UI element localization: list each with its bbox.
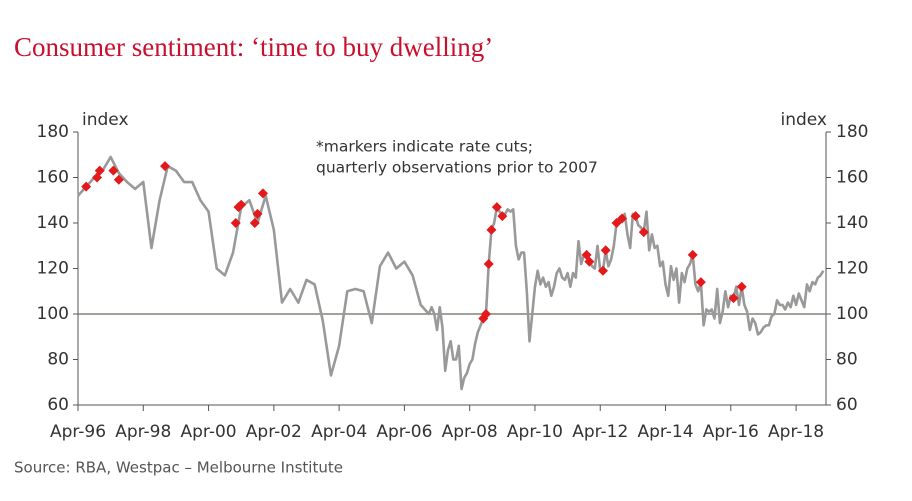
x-tick-label: Apr-10 <box>507 422 563 442</box>
y2-tick-label: 120 <box>836 259 868 279</box>
rate-cut-marker <box>491 202 502 213</box>
rate-cut-marker <box>630 211 641 222</box>
y2-tick-label: 140 <box>836 213 868 233</box>
rate-cut-marker <box>617 213 627 224</box>
x-tick-label: Apr-16 <box>703 422 759 442</box>
rate-cut-marker <box>600 245 611 256</box>
series-line <box>77 155 825 391</box>
y-tick-label: 140 <box>37 213 69 233</box>
y-tick-label: 60 <box>47 395 69 415</box>
chart-title: Consumer sentiment: ‘time to buy dwellin… <box>14 32 493 62</box>
y-tick-label: 180 <box>37 122 69 142</box>
rate-cut-marker <box>113 174 124 185</box>
x-tick-label: Apr-98 <box>115 422 171 442</box>
y-tick-label: 80 <box>47 350 69 370</box>
annotation: *markers indicate rate cuts; <box>316 138 533 156</box>
x-tick-label: Apr-12 <box>572 422 628 442</box>
rate-cut-marker <box>249 218 260 228</box>
x-tick-label: Apr-06 <box>376 422 432 442</box>
rate-cut-marker <box>481 309 491 319</box>
y2-tick-label: 80 <box>836 350 858 370</box>
rate-cut-marker <box>584 256 595 267</box>
rate-cut-marker <box>483 258 494 269</box>
x-tick-label: Apr-14 <box>637 422 693 442</box>
rate-cut-marker <box>497 211 508 222</box>
rate-cut-marker <box>236 199 247 210</box>
x-tick-label: Apr-00 <box>181 422 237 442</box>
y2-tick-label: 180 <box>836 122 868 142</box>
rate-cut-marker <box>108 165 119 176</box>
y-axis-label: index <box>82 110 129 130</box>
rate-cut-marker <box>160 161 171 172</box>
y2-axis-label: index <box>780 110 827 130</box>
rate-cut-marker <box>230 218 241 228</box>
rate-cut-marker <box>695 277 706 288</box>
x-tick-label: Apr-04 <box>311 422 367 442</box>
x-tick-label: Apr-18 <box>768 422 824 442</box>
x-tick-label: Apr-02 <box>246 422 302 442</box>
y-tick-label: 120 <box>37 259 69 279</box>
y-tick-label: 160 <box>37 168 69 188</box>
rate-cut-marker <box>638 227 649 238</box>
rate-cut-marker <box>81 181 92 192</box>
rate-cut-marker <box>736 281 747 292</box>
y2-tick-label: 160 <box>836 168 868 188</box>
rate-cut-marker <box>94 165 105 176</box>
y2-tick-label: 60 <box>836 395 858 415</box>
rate-cut-marker <box>257 188 268 199</box>
x-tick-label: Apr-08 <box>442 422 498 442</box>
rate-cut-marker <box>486 224 497 235</box>
source: Source: RBA, Westpac – Melbourne Institu… <box>14 459 343 477</box>
x-tick-label: Apr-96 <box>50 422 106 442</box>
annotation: quarterly observations prior to 2007 <box>316 159 598 177</box>
rate-cut-marker <box>252 208 263 219</box>
y2-tick-label: 100 <box>836 304 868 324</box>
rate-cut-marker <box>687 249 698 260</box>
rate-cut-marker <box>597 265 608 276</box>
y-tick-label: 100 <box>37 304 69 324</box>
rate-cut-marker <box>728 293 739 304</box>
